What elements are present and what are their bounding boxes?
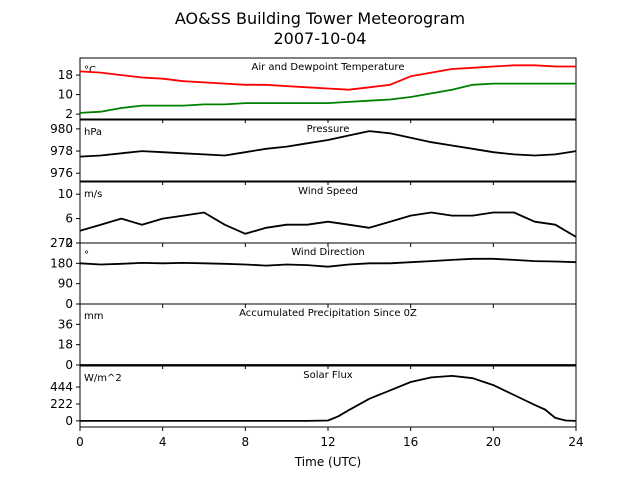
x-tick-label-2: 8 [242,435,250,449]
y-tick-label-5-2: 444 [50,380,73,394]
y-tick-label-3-1: 90 [58,277,73,291]
y-tick-label-1-1: 978 [50,144,73,158]
figure-date: 2007-10-04 [274,29,367,48]
x-tick-label-0: 0 [76,435,84,449]
panel-unit-1: hPa [84,127,102,138]
y-tick-label-0-2: 18 [58,68,73,82]
series-line-3-0 [79,257,577,268]
series-line-5-0 [80,374,577,422]
y-tick-label-4-1: 18 [58,338,73,352]
y-tick-label-0-0: 2 [65,107,73,121]
y-tick-label-5-0: 0 [65,414,73,428]
panel-title-2: Wind Speed [298,186,358,197]
panel-title-1: Pressure [307,124,350,135]
panel-title-5: Solar Flux [303,370,353,381]
panel-unit-4: mm [84,311,103,322]
x-axis-label: Time (UTC) [294,455,361,469]
panel-5: 0 222 444 0 4 8 12 16 20 24 Solar Flux W/m^2 [50,365,584,449]
y-tick-label-3-3: 270 [50,236,73,250]
figure-title: AO&SS Building Tower Meteorogram [175,9,465,28]
panel-title-0: Air and Dewpoint Temperature [252,62,405,73]
series-line-2-0 [79,211,577,238]
y-tick-label-3-2: 180 [50,256,73,270]
series-line-0-0 [79,64,576,91]
y-tick-label-1-0: 976 [50,166,73,180]
y-tick-label-2-1: 6 [65,212,73,226]
y-tick-label-3-0: 0 [65,297,73,311]
y-tick-label-4-0: 0 [65,358,73,372]
series-line-0-1 [79,82,576,114]
y-tick-label-2-0: 2 [65,236,73,250]
panel-3: 0 90 180 270 Wind Direction ° [50,236,577,311]
x-tick-label-4: 16 [403,435,418,449]
panel-4: 0 18 36 Accumulated Precipitation Since 0Z m… [58,303,577,372]
x-tick-label-3: 12 [320,435,335,449]
x-tick-label-1: 4 [159,435,167,449]
panel-unit-2: m/s [84,189,102,200]
y-tick-label-4-2: 36 [58,317,73,331]
panel-unit-0: °C [84,65,96,76]
y-tick-label-2-2: 10 [58,187,73,201]
y-tick-label-1-2: 980 [50,122,73,136]
panel-unit-5: W/m^2 [84,373,122,384]
panel-title-3: Wind Direction [291,247,365,258]
x-tick-label-6: 24 [568,435,583,449]
panel-0: 2 10 18 Air and Dewpoint Temperature °C [58,57,577,123]
x-tick-label-5: 20 [486,435,501,449]
panel-title-4: Accumulated Precipitation Since 0Z [239,308,417,319]
y-tick-label-0-1: 10 [58,88,73,102]
panel-unit-3: ° [84,250,89,261]
panel-1: 976 978 980 Pressure hPa [50,119,577,185]
y-tick-label-5-1: 222 [50,397,73,411]
series-line-1-0 [79,130,577,158]
